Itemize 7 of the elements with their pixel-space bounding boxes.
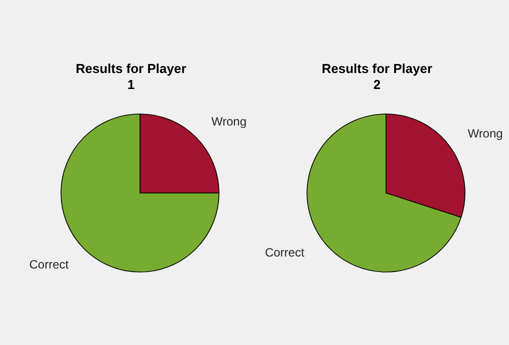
chart-title: Results for Player 1	[74, 61, 188, 93]
slice-label: Wrong	[211, 114, 247, 129]
slice-label: Wrong	[468, 126, 503, 141]
slice-label: Correct	[264, 245, 305, 260]
chart-title: Results for Player 2	[320, 61, 434, 93]
pie-slice	[306, 114, 462, 272]
slice-label: Correct	[29, 257, 70, 272]
